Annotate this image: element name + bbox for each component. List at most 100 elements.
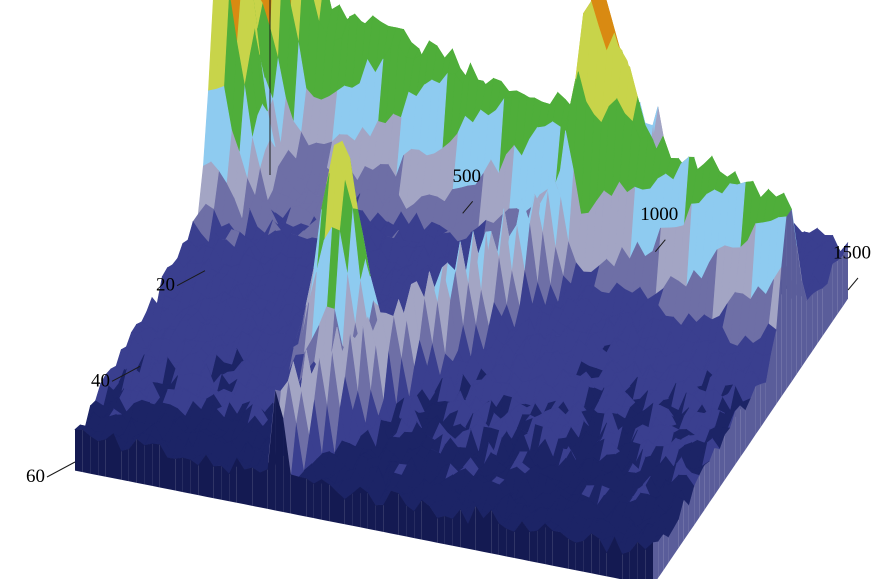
surface-skirt-cell — [391, 490, 399, 535]
surface-skirt-cell — [506, 528, 515, 558]
surface-side-cell — [740, 405, 746, 458]
tick-marks: 500 1000 1500 20 40 60 — [26, 166, 871, 487]
surface-skirt-cell — [267, 390, 276, 511]
surface-skirt-cell — [260, 469, 268, 509]
surface-skirt-cell — [522, 521, 530, 562]
axes: 500 1000 1500 20 40 60 — [26, 0, 871, 487]
surface-skirt-cell — [645, 542, 653, 579]
surface-skirt-cell — [614, 536, 623, 579]
surface-skirt-cell — [144, 443, 153, 486]
surface-side-cell — [704, 461, 710, 511]
surface-side-cell — [827, 263, 833, 329]
y-tick-label: 40 — [91, 370, 110, 391]
surface-skirt-cell — [452, 509, 461, 548]
surface-skirt-cell — [414, 500, 422, 540]
surface-side-cell — [735, 405, 741, 465]
surface-skirt-cell — [244, 467, 253, 506]
surface-side-cell — [781, 216, 787, 397]
surface-skirt-cell — [90, 436, 99, 476]
surface-skirt-cell — [560, 532, 569, 569]
surface-skirt-cell — [483, 509, 492, 554]
x-tick-mark — [654, 239, 666, 252]
surface-skirt-cell — [167, 457, 176, 491]
surface-side-cell — [817, 288, 823, 344]
surface-skirt-cell — [121, 449, 129, 482]
surface-skirt-cell — [82, 429, 91, 474]
surface-skirt-cell — [128, 439, 137, 483]
surface-side-cell — [658, 534, 664, 578]
surface-skirt-cell — [229, 457, 237, 503]
surface-skirt-cell — [298, 476, 307, 517]
surface-side-cell — [688, 486, 695, 533]
y-tick-mark — [111, 365, 141, 382]
surface-skirt-cell — [113, 433, 122, 480]
surface-side-cell — [653, 541, 659, 579]
surface-skirt-cell — [406, 505, 415, 539]
surface-skirt-cell — [329, 484, 337, 523]
surface-skirt-cell — [182, 457, 191, 494]
x-tick-label: 1000 — [640, 204, 678, 225]
surface-side-cell — [699, 465, 705, 518]
surface-skirt-cell — [545, 523, 553, 566]
surface-skirt-cell — [236, 457, 245, 505]
surface-skirt-cell — [383, 490, 391, 534]
surface-skirt-cell — [468, 505, 476, 551]
surface-skirt-cell — [206, 454, 214, 499]
surface-skirt-cell — [75, 429, 83, 473]
surface-skirt-cell — [529, 530, 538, 563]
surface-side-cell — [683, 499, 689, 541]
surface-skirt-cell — [290, 474, 299, 516]
surface-skirt-cell — [367, 492, 376, 531]
surface-skirt-cell — [591, 533, 600, 575]
y-tick-label: 60 — [26, 466, 45, 487]
surface-skirt-cell — [575, 540, 584, 572]
surface-side-cell — [730, 411, 736, 473]
surface-side-cell — [832, 260, 838, 322]
x-tick-mark — [462, 201, 474, 214]
y-tick-mark — [176, 270, 206, 287]
surface-side-cell — [724, 428, 730, 480]
surface-skirt-cell — [437, 516, 445, 545]
surface-skirt-cell — [321, 479, 330, 522]
surface-skirt-cell — [552, 530, 561, 568]
surface-skirt-cell — [429, 506, 438, 543]
surface-skirt-cell — [152, 443, 160, 488]
surface-side-cell — [750, 386, 756, 443]
surface-skirt-cell — [498, 523, 507, 557]
surface-skirt-cell — [313, 479, 322, 520]
surface-skirt-cell — [568, 538, 576, 571]
surface-skirt-cell — [444, 516, 453, 546]
surface-skirt-cell — [306, 478, 314, 519]
surface-skirt-cell — [252, 467, 260, 508]
surface-skirt-cell — [136, 439, 145, 485]
surface-skirt-cell — [491, 509, 499, 555]
surface-side-cell — [822, 283, 828, 337]
surface-skirt-cell — [283, 417, 291, 514]
surface-skirt-cell — [198, 454, 206, 497]
surface-skirt-cell — [352, 486, 361, 528]
x-tick-label: 1500 — [833, 243, 871, 264]
surface-side-cell — [714, 448, 720, 495]
surface-side-cell — [709, 448, 715, 503]
surface-side-cell — [719, 434, 725, 488]
surface-side-cell — [771, 329, 777, 412]
surface-side-cell — [837, 255, 843, 314]
surface-skirt-cell — [537, 523, 546, 565]
surface-skirt-cell — [629, 541, 638, 579]
surface-side-cell — [678, 499, 684, 548]
surface-side-cell — [745, 398, 751, 450]
surface-side-cell — [694, 475, 700, 526]
surface-side-cell — [786, 209, 792, 390]
surface-side-cell — [668, 528, 674, 563]
y-tick-label: 20 — [156, 275, 175, 296]
x-tick-mark — [847, 277, 859, 291]
surface-skirt-cell — [337, 491, 345, 525]
surface-skirt-cell — [398, 493, 407, 537]
surface-skirt-cell — [98, 439, 106, 477]
surface-skirt-cell — [360, 486, 368, 529]
surface-side-cell — [812, 290, 818, 352]
surface-side-cell — [806, 294, 813, 359]
surface-side-cell — [760, 382, 766, 427]
